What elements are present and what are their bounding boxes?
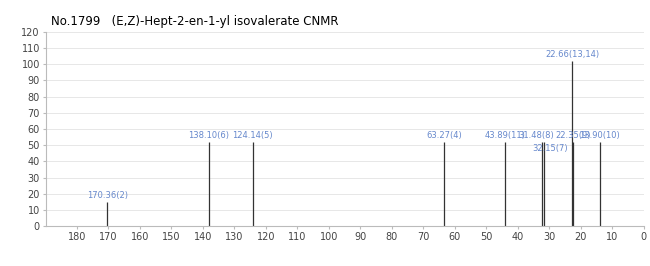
Text: 43.89(11): 43.89(11) bbox=[485, 131, 526, 140]
Text: 31.48(8): 31.48(8) bbox=[519, 131, 554, 140]
Text: 138.10(6): 138.10(6) bbox=[188, 131, 229, 140]
Text: 13.90(10): 13.90(10) bbox=[579, 131, 620, 140]
Text: 32.15(7): 32.15(7) bbox=[532, 144, 568, 153]
Text: 63.27(4): 63.27(4) bbox=[426, 131, 462, 140]
Text: 22.35(9): 22.35(9) bbox=[555, 131, 591, 140]
Text: 124.14(5): 124.14(5) bbox=[233, 131, 273, 140]
Text: No.1799   (E,Z)-Hept-2-en-1-yl isovalerate CNMR: No.1799 (E,Z)-Hept-2-en-1-yl isovalerate… bbox=[51, 15, 339, 28]
Text: 22.66(13,14): 22.66(13,14) bbox=[545, 50, 599, 59]
Text: 170.36(2): 170.36(2) bbox=[87, 191, 128, 200]
